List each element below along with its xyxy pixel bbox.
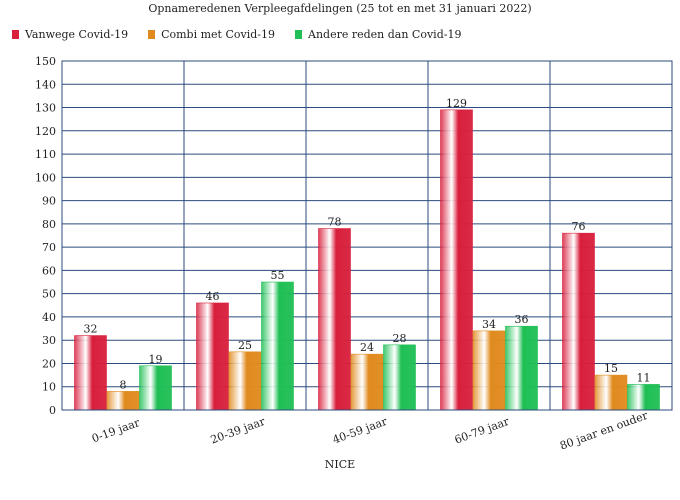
data-label: 78 bbox=[328, 216, 342, 229]
legend-swatch-combi bbox=[148, 30, 156, 39]
y-tick-label: 90 bbox=[42, 195, 56, 208]
y-tick-label: 50 bbox=[42, 288, 56, 301]
bar-2-2 bbox=[383, 344, 416, 411]
data-label: 32 bbox=[84, 323, 98, 336]
y-tick-label: 80 bbox=[42, 218, 56, 231]
bar-0-2 bbox=[318, 228, 351, 411]
bar-0-3 bbox=[440, 109, 473, 411]
bar-2-4 bbox=[627, 384, 660, 411]
data-label: 15 bbox=[604, 362, 618, 375]
y-tick-label: 130 bbox=[35, 102, 56, 115]
y-tick-label: 110 bbox=[35, 148, 56, 161]
bar-1-0 bbox=[106, 391, 140, 411]
bars-layer bbox=[74, 109, 660, 411]
legend-item-combi: Combi met Covid-19 bbox=[148, 28, 275, 41]
bar-2-3 bbox=[505, 325, 538, 411]
legend-label-andere: Andere reden dan Covid-19 bbox=[308, 28, 462, 41]
data-label: 76 bbox=[572, 220, 586, 233]
chart-title: Opnameredenen Verpleegafdelingen (25 tot… bbox=[148, 2, 532, 15]
y-tick-label: 120 bbox=[35, 125, 56, 138]
bar-1-1 bbox=[228, 351, 262, 411]
data-label: 36 bbox=[515, 313, 529, 326]
y-tick-label: 10 bbox=[42, 381, 56, 394]
y-tick-label: 40 bbox=[42, 311, 56, 324]
legend-item-vanwege: Vanwege Covid-19 bbox=[12, 28, 128, 41]
data-label: 25 bbox=[238, 339, 252, 352]
y-tick-label: 0 bbox=[49, 404, 56, 417]
y-tick-label: 150 bbox=[35, 55, 56, 68]
data-label: 46 bbox=[206, 290, 220, 303]
y-tick-label: 70 bbox=[42, 241, 56, 254]
y-tick-label: 30 bbox=[42, 334, 56, 347]
x-tick-label: 0-19 jaar bbox=[90, 416, 142, 446]
legend-label-combi: Combi met Covid-19 bbox=[161, 28, 275, 41]
data-label: 28 bbox=[393, 332, 407, 345]
plot-border bbox=[61, 60, 673, 411]
bar-2-1 bbox=[261, 281, 294, 411]
y-tick-label: 100 bbox=[35, 171, 56, 184]
y-tick-label: 20 bbox=[42, 357, 56, 370]
bar-0-0 bbox=[74, 335, 107, 411]
data-label: 129 bbox=[446, 97, 467, 110]
legend: Vanwege Covid-19 Combi met Covid-19 Ande… bbox=[12, 28, 461, 41]
data-label: 55 bbox=[271, 269, 285, 282]
bar-0-1 bbox=[196, 302, 229, 411]
y-tick-label: 60 bbox=[42, 264, 56, 277]
data-label: 24 bbox=[360, 341, 374, 354]
x-tick-label: 80 jaar en ouder bbox=[558, 409, 650, 453]
data-label: 8 bbox=[120, 378, 127, 391]
bar-1-2 bbox=[350, 353, 384, 411]
legend-swatch-andere bbox=[295, 30, 302, 39]
x-tick-label: 40-59 jaar bbox=[331, 415, 390, 447]
x-tick-label: 20-39 jaar bbox=[209, 415, 268, 447]
data-label: 11 bbox=[637, 371, 651, 384]
bar-1-3 bbox=[472, 330, 506, 411]
labels-layer: 32 8 19 46 25 55 78 24 28 129 34 36 76 15 11 bbox=[84, 97, 651, 392]
bar-1-4 bbox=[594, 374, 628, 411]
bar-0-4 bbox=[562, 232, 595, 411]
bar-2-0 bbox=[139, 365, 172, 411]
y-tick-label: 140 bbox=[35, 78, 56, 91]
data-label: 34 bbox=[482, 318, 496, 331]
legend-item-andere: Andere reden dan Covid-19 bbox=[295, 28, 461, 41]
x-axis-title: NICE bbox=[324, 458, 356, 471]
data-label: 19 bbox=[149, 353, 163, 366]
legend-label-vanwege: Vanwege Covid-19 bbox=[25, 28, 129, 41]
legend-swatch-vanwege bbox=[12, 30, 19, 39]
x-tick-label: 60-79 jaar bbox=[453, 415, 512, 447]
